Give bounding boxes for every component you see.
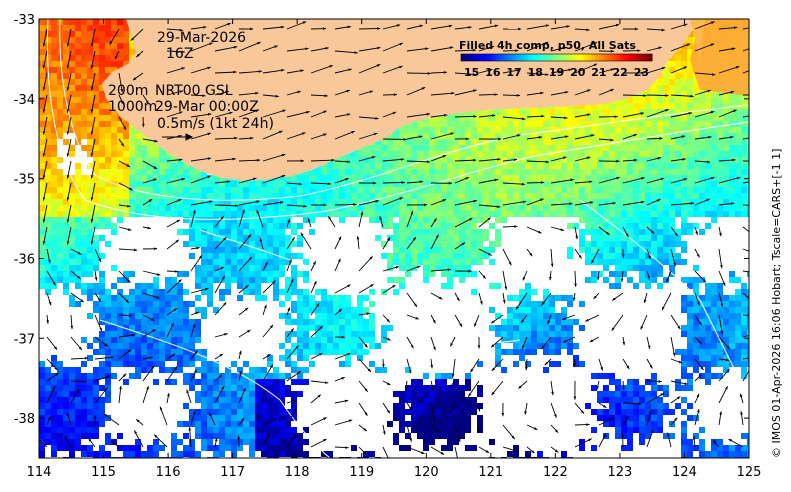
y-tick-label: -38 [14, 412, 35, 427]
current-vectors [39, 21, 749, 458]
y-tick-label: -35 [14, 173, 35, 188]
x-tick-label: 124 [672, 465, 697, 480]
x-tick-label: 115 [91, 465, 116, 480]
colorbar-tick-label: 15 [464, 66, 479, 79]
x-tick-label: 118 [285, 465, 310, 480]
contour-200m-label: 200m [108, 83, 148, 99]
x-tick-label: 119 [349, 465, 374, 480]
colorbar-tick-label: 23 [634, 66, 649, 79]
velocity-scale-arrow [162, 133, 194, 141]
colorbar: Filled 4h comp, p50, All Sats 15 16 17 18 19… [459, 39, 653, 79]
colorbar-ticks: 15 16 17 18 19 20 21 22 23 [464, 66, 649, 79]
hour-label: 16Z [166, 46, 193, 62]
y-axis: -33 -34 -35 -36 -37 -38 [14, 13, 749, 427]
model-time-label: 29-Mar 00:00Z [155, 99, 259, 115]
colorbar-tick-label: 20 [570, 66, 586, 79]
credit-text: © IMOS 01-Apr-2026 16:06 Hobart; Tscale=… [770, 149, 783, 458]
colorbar-tick-label: 19 [549, 66, 564, 79]
contour-1000m-label: 1000m [108, 99, 157, 115]
x-tick-label: 116 [156, 465, 181, 480]
x-tick-label: 125 [737, 465, 762, 480]
axes-frame [38, 18, 750, 459]
bathymetry-contours [47, 19, 749, 458]
x-tick-label: 122 [543, 465, 568, 480]
colorbar-tick-label: 22 [613, 66, 628, 79]
colorbar-tick-label: 21 [591, 66, 606, 79]
model-label: NRT00 GSL [155, 83, 233, 99]
colorbar-tick-label: 16 [485, 66, 501, 79]
colorbar-gradient [460, 53, 653, 62]
x-tick-label: 120 [414, 465, 439, 480]
x-tick-label: 114 [27, 465, 52, 480]
velocity-scale-label: 0.5m/s (1kt 24h) [157, 116, 274, 132]
x-tick-label: 121 [478, 465, 503, 480]
y-tick-label: -36 [14, 252, 35, 267]
y-tick-label: -37 [14, 332, 35, 347]
x-tick-label: 123 [607, 465, 632, 480]
x-axis: 114 115 116 117 118 119 120 121 122 123 124 125 [27, 19, 762, 480]
colorbar-tick-label: 18 [528, 66, 543, 79]
y-tick-label: -33 [14, 13, 35, 28]
x-tick-label: 117 [220, 465, 245, 480]
colorbar-tick-label: 17 [506, 66, 521, 79]
colorbar-title: Filled 4h comp, p50, All Sats [459, 39, 636, 52]
y-tick-label: -34 [14, 93, 35, 108]
date-label: 29-Mar-2026 [157, 30, 246, 46]
